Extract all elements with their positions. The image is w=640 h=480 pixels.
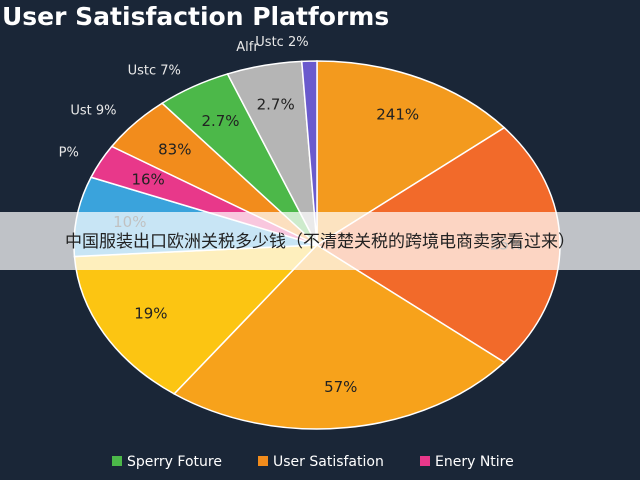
slice-label: Alfr [236,40,259,55]
legend-label: Sperry Foture [127,454,222,470]
slice-label: Ustc 7% [128,63,181,78]
legend-swatch [258,456,268,466]
overlay-banner-bg [0,212,640,270]
legend: Sperry Foture User Satisfation Enery Ntire [112,454,514,470]
data-label: 2.7% [201,112,239,130]
pie-slice [316,60,506,247]
chart-title: User Satisfaction Platforms [2,2,389,31]
pie-slice [73,244,319,395]
slice-label: Ust 9% [70,104,116,119]
data-label: 16% [131,170,164,188]
data-label: 19% [134,305,167,323]
slice-label: Ustc 2% [255,35,308,50]
slice-label: P% [59,146,79,161]
legend-label: User Satisfation [273,454,384,470]
data-label: 2.7% [257,95,295,113]
pie-slice [172,244,506,430]
legend-label: Enery Ntire [435,454,514,470]
data-label: 83% [158,141,191,159]
legend-swatch [420,456,430,466]
legend-swatch [112,456,122,466]
overlay-banner: 中国服装出口欧洲关税多少钱（不清楚关税的跨境电商卖家看过来） [65,232,575,252]
pie-slice [300,60,318,246]
data-label: 241% [376,106,419,124]
data-label: 57% [324,378,357,396]
